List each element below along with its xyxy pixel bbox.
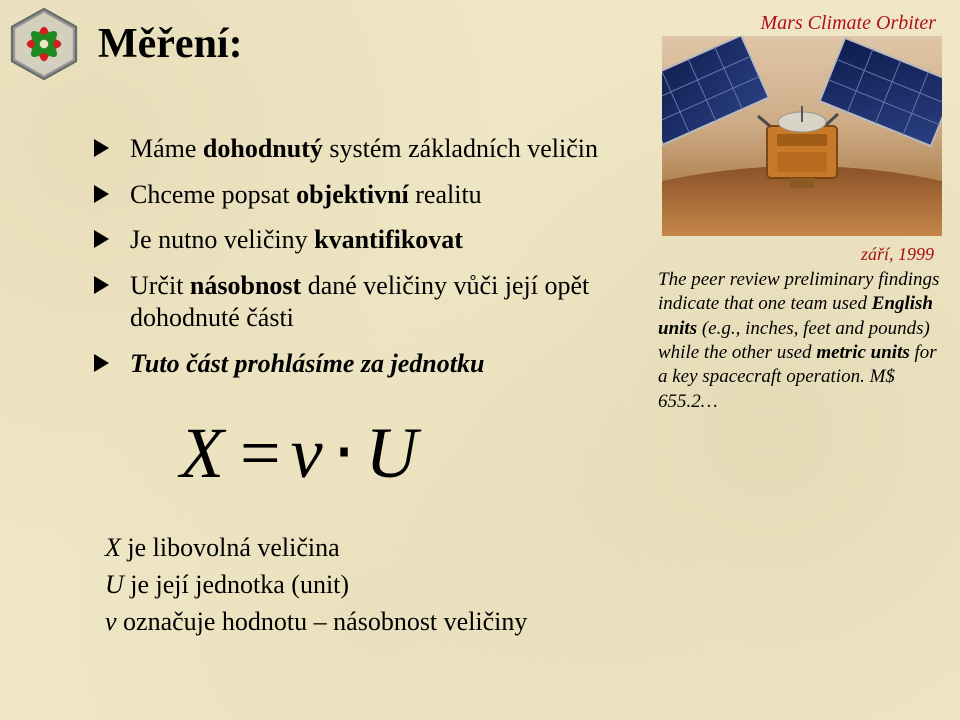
- legend-line: ν označuje hodnotu – násobnost veličiny: [105, 604, 665, 639]
- formula-X: X: [180, 413, 224, 493]
- page-title: Měření:: [98, 20, 243, 68]
- bullet-text: realitu: [409, 180, 482, 209]
- institution-logo-icon: [8, 8, 80, 80]
- legend-text: je libovolná veličina: [121, 533, 340, 562]
- legend-symbol: ν: [105, 607, 117, 636]
- mars-orbiter-image: [662, 36, 942, 236]
- formula-dot: ⋅: [323, 413, 366, 493]
- bullet-text: Máme: [130, 134, 203, 163]
- bullet-text: Tuto část prohlásíme za jednotku: [130, 348, 484, 380]
- bullet-text: systém základních veličin: [323, 134, 598, 163]
- bullet-item: Chceme popsat objektivní realitu: [94, 179, 624, 211]
- bullet-item: Určit násobnost dané veličiny vůči její …: [94, 270, 624, 333]
- bullet-item: Máme dohodnutý systém základních veličin: [94, 133, 624, 165]
- formula-U: U: [365, 413, 417, 493]
- bullet-text: Určit: [130, 271, 190, 300]
- bullet-text: Chceme popsat: [130, 180, 296, 209]
- image-caption: The peer review preliminary findings ind…: [658, 268, 940, 414]
- bullet-bold: objektivní: [296, 180, 409, 209]
- bullet-item: Tuto část prohlásíme za jednotku: [94, 348, 624, 380]
- caption-bold: metric units: [816, 342, 909, 363]
- legend-text: je její jednotka (unit): [124, 570, 349, 599]
- image-title: Mars Climate Orbiter: [760, 12, 936, 35]
- formula-nu: ν: [291, 413, 323, 493]
- bullet-bold: kvantifikovat: [314, 225, 463, 254]
- legend-line: U je její jednotka (unit): [105, 567, 665, 602]
- bullet-bold: násobnost: [190, 271, 301, 300]
- legend-line: X je libovolná veličina: [105, 530, 665, 565]
- formula: X=ν⋅U: [180, 410, 417, 495]
- bullet-text: Je nutno veličiny: [130, 225, 314, 254]
- slide: Měření: Mars Climate Orbiter: [0, 0, 960, 720]
- bullet-item: Je nutno veličiny kvantifikovat: [94, 224, 624, 256]
- formula-eq: =: [224, 413, 291, 493]
- bullet-list: Máme dohodnutý systém základních veličin…: [94, 133, 624, 393]
- legend-symbol: X: [105, 533, 121, 562]
- image-date: září, 1999: [861, 244, 934, 265]
- bullet-bold: dohodnutý: [203, 134, 323, 163]
- legend-symbol: U: [105, 570, 124, 599]
- legend-text: označuje hodnotu – násobnost veličiny: [117, 607, 528, 636]
- formula-legend: X je libovolná veličina U je její jednot…: [105, 530, 665, 641]
